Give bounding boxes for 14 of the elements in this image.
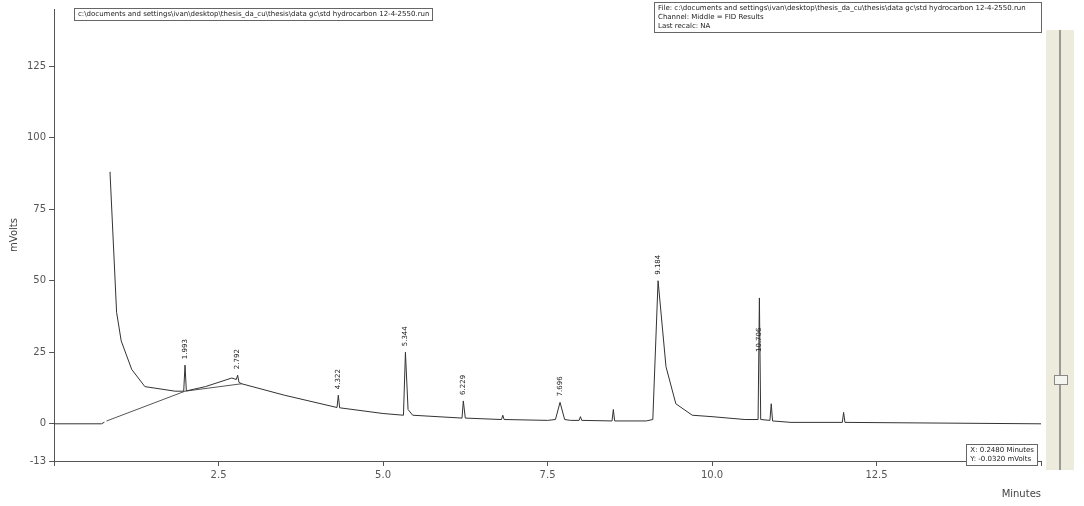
x-tick-label: 2.5 [210, 468, 227, 480]
x-axis-title: Minutes [1001, 487, 1041, 499]
x-tick-label: 10.0 [700, 468, 724, 480]
y-tick-label: 125 [26, 59, 47, 71]
y-tick-label: 0 [39, 417, 47, 429]
y-tick-label: 75 [33, 202, 47, 214]
x-tick-label: 12.5 [865, 468, 888, 480]
y-tick-label: 50 [33, 274, 47, 286]
y-tick-label: 100 [26, 131, 47, 143]
y-axis-title: mVolts [7, 218, 19, 252]
y-tick-label: -13 [29, 454, 47, 466]
x-tick-label: 5.0 [375, 468, 392, 480]
y-tick-label: 25 [33, 345, 47, 357]
x-tick-label: 7.5 [539, 468, 556, 480]
